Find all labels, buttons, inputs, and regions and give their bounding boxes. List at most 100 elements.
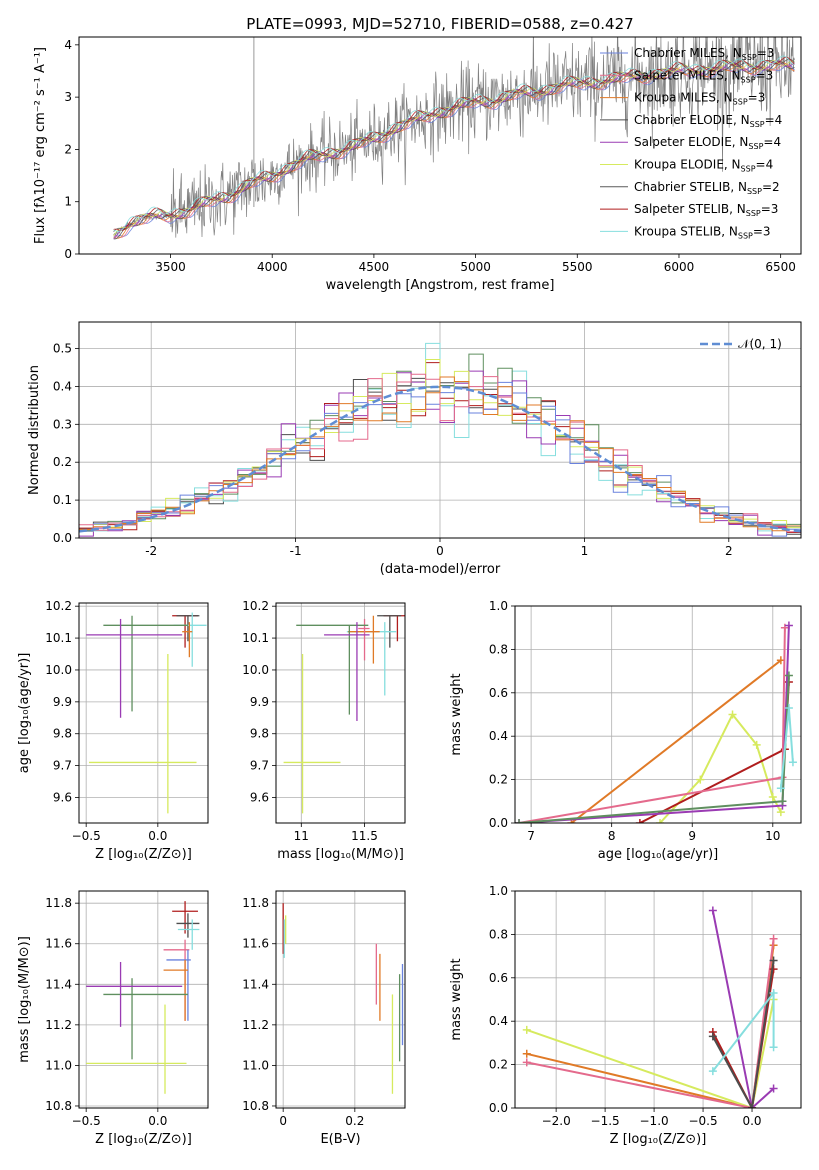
legend-label: Chabrier ELODIE, NSSP=4 [634,113,782,129]
axes-frame [78,321,802,539]
x-tick-label: −1.5 [591,1114,620,1128]
x-tick-label: 0.0 [148,1114,167,1128]
y-tick-label: 11.2 [45,1018,72,1032]
x-tick-label: −0.5 [688,1114,717,1128]
x-tick-label: 6500 [765,260,796,274]
x-tick-label: 1 [581,544,589,558]
y-tick-label: 0.4 [489,1014,508,1028]
x-tick-label: 0.2 [345,1114,364,1128]
weight-marker [784,703,793,712]
legend-label: Chabrier MILES, NSSP=3 [634,46,774,62]
y-tick-label: 0.6 [489,971,508,985]
y-tick-label: 11.8 [242,896,269,910]
y-tick-label: 9.8 [53,727,72,741]
y-tick-label: 1 [64,195,72,209]
legend-label: Kroupa ELODIE, NSSP=4 [634,158,773,174]
weight-marker [696,775,705,784]
y-tick-label: 0.8 [489,642,508,656]
weight-marker [635,819,644,823]
x-tick-label: 6000 [664,260,695,274]
y-tick-label: 4 [64,38,72,52]
weight-marker [769,934,778,943]
model-spectrum-2 [113,61,795,239]
plot-area [522,906,778,1108]
weight-marker [780,623,789,632]
weight-line-0 [570,659,782,823]
y-tick-label: 11.2 [242,1018,269,1032]
axes-frame [78,602,209,824]
weight-line-4 [518,625,790,823]
x-axis-label: mass [log₁₀(M/M⊙)] [277,847,404,862]
x-tick-label: −0.5 [72,1114,101,1128]
y-tick-label: 11.8 [45,896,72,910]
y-tick-label: 10.2 [242,599,269,613]
x-axis-label: E(B-V) [320,1132,360,1147]
weight-marker [708,1032,717,1041]
age-vs-mass-panel: 11 11.5 9.6 9.7 9.8 9.9 10.0 10.1 10.2 mass [log₁… [242,599,406,862]
x-tick-label: 9 [688,829,696,843]
weight-marker [752,740,761,749]
y-tick-label: 0.5 [53,342,72,356]
normal-curve [79,385,801,533]
y-tick-label: 0.0 [489,1101,508,1115]
weight-line-1 [526,999,775,1108]
axes-frame [78,890,209,1109]
legend-label: 𝒩(0, 1) [738,337,782,351]
weight-marker [769,956,778,965]
axes-frame [78,36,802,255]
y-axis-label: mass weight [449,958,464,1040]
x-tick-label: 0.0 [148,829,167,843]
weight-line-2 [526,938,775,1108]
weight-marker [728,710,737,719]
y-tick-label: 0.1 [53,493,72,507]
x-tick-label: 11.5 [351,829,378,843]
weight-marker [788,758,797,767]
figure-title: PLATE=0993, MJD=52710, FIBERID=0588, z=0… [246,15,633,33]
weight-marker [522,1049,531,1058]
y-tick-label: 11.4 [242,977,269,991]
y-tick-label: 11.6 [45,937,72,951]
y-axis-label: mass weight [449,673,464,755]
weight-marker [776,808,785,817]
y-tick-label: 9.9 [250,695,269,709]
age-vs-metallicity-panel: −0.5 0.0 9.6 9.7 9.8 9.9 10.0 10.1 10.2 Z [log₁₀(… [17,599,209,862]
weight-marker [748,1104,757,1108]
legend-label: Salpeter STELIB, NSSP=3 [634,202,778,218]
y-axis-label: Normed distribution [27,365,42,495]
y-tick-label: 10.1 [242,631,269,645]
legend-label: Kroupa MILES, NSSP=3 [634,91,765,107]
y-tick-label: 1.0 [489,599,508,613]
y-tick-label: 9.6 [53,790,72,804]
weight-line-5 [518,675,790,823]
x-axis-label: age [log₁₀(age/yr)] [598,847,719,862]
x-tick-label: 7 [527,829,535,843]
y-tick-label: 9.9 [53,695,72,709]
weight-marker [769,988,778,997]
spectrum-legend: Chabrier MILES, NSSP=3 Salpeter MILES, NS… [600,46,782,240]
plot-area [79,342,801,537]
weight-marker [784,671,793,680]
x-axis-label: (data-model)/error [380,562,501,577]
y-tick-label: 10.2 [45,599,72,613]
plot-area [86,612,207,814]
weight-line-4 [711,968,775,1108]
y-tick-label: 0.2 [489,773,508,787]
x-tick-label: 0 [436,544,444,558]
legend-label: Salpeter ELODIE, NSSP=4 [634,135,781,151]
weight-line-3 [518,627,786,823]
axes-frame [514,605,802,824]
weight-marker [776,784,785,793]
x-tick-label: -2 [145,544,157,558]
weight-marker [522,1025,531,1034]
y-tick-label: 10.0 [45,663,72,677]
x-tick-label: 0 [279,1114,287,1128]
plot-area [282,903,404,1094]
x-tick-label: 5500 [562,260,593,274]
y-tick-label: 10.1 [45,631,72,645]
histogram-8 [79,376,801,532]
x-tick-label: 3500 [155,260,186,274]
y-tick-label: 2 [64,142,72,156]
weight-marker [769,1043,778,1052]
y-tick-label: 11.6 [242,937,269,951]
model-spectrum-7 [113,56,795,231]
